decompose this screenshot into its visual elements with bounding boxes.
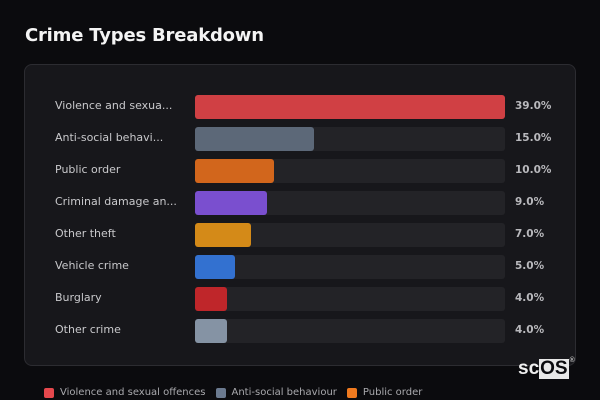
bar-value: 15.0% xyxy=(515,132,552,144)
bar-row: Anti-social behavi... 15.0% xyxy=(25,127,575,151)
bar-label: Criminal damage an... xyxy=(55,195,177,208)
bar-track xyxy=(195,223,505,247)
bar-track xyxy=(195,159,505,183)
legend-item[interactable]: Anti-social behaviour xyxy=(215,387,337,398)
bar[interactable] xyxy=(195,127,315,151)
bar-row: Other crime 4.0% xyxy=(25,319,575,343)
bar-label: Public order xyxy=(55,163,121,176)
scos-logo: sc OS ® xyxy=(518,356,575,380)
legend-label: Anti-social behaviour xyxy=(231,387,337,398)
bar[interactable] xyxy=(195,287,227,311)
legend-item[interactable]: Public order xyxy=(346,387,423,398)
bar-row: Vehicle crime 5.0% xyxy=(25,255,575,279)
bar-track xyxy=(195,287,505,311)
registered-mark: ® xyxy=(569,356,575,364)
legend-swatch xyxy=(346,387,357,398)
bar-row: Burglary 4.0% xyxy=(25,287,575,311)
bar-value: 39.0% xyxy=(515,100,552,112)
legend-item[interactable]: Violence and sexual offences xyxy=(44,387,206,398)
bar-value: 7.0% xyxy=(515,228,545,240)
bar-value: 5.0% xyxy=(515,260,545,272)
bar-track xyxy=(195,319,505,343)
chart-title: Crime Types Breakdown xyxy=(25,25,264,46)
chart-legend: Violence and sexual offences Anti-social … xyxy=(44,387,422,398)
legend-label: Public order xyxy=(362,387,423,398)
bar[interactable] xyxy=(195,191,267,215)
bar-label: Anti-social behavi... xyxy=(55,131,164,144)
bar[interactable] xyxy=(195,223,251,247)
bar-label: Other theft xyxy=(55,227,116,240)
bar[interactable] xyxy=(195,319,227,343)
bar-track xyxy=(195,191,505,215)
bar-track xyxy=(195,127,505,151)
bar-value: 10.0% xyxy=(515,164,552,176)
bar-label: Vehicle crime xyxy=(55,259,129,272)
bar[interactable] xyxy=(195,95,505,119)
bar-row: Public order 10.0% xyxy=(25,159,575,183)
legend-swatch xyxy=(215,387,226,398)
bar-track xyxy=(195,255,505,279)
logo-sc: sc xyxy=(518,358,540,379)
bar-value: 4.0% xyxy=(515,324,545,336)
legend-label: Violence and sexual offences xyxy=(60,387,206,398)
logo-os: OS xyxy=(539,358,569,379)
bar[interactable] xyxy=(195,255,235,279)
bar-track xyxy=(195,95,505,119)
bar[interactable] xyxy=(195,159,275,183)
bar-label: Other crime xyxy=(55,323,121,336)
bar-value: 9.0% xyxy=(515,196,545,208)
bar-label: Burglary xyxy=(55,291,102,304)
chart-panel: Violence and sexua... 39.0% Anti-social be… xyxy=(24,64,576,366)
legend-swatch xyxy=(44,387,54,398)
bar-row: Violence and sexua... 39.0% xyxy=(25,95,575,119)
bar-row: Criminal damage an... 9.0% xyxy=(25,191,575,215)
bar-value: 4.0% xyxy=(515,292,545,304)
bar-row: Other theft 7.0% xyxy=(25,223,575,247)
bar-label: Violence and sexua... xyxy=(55,99,173,112)
